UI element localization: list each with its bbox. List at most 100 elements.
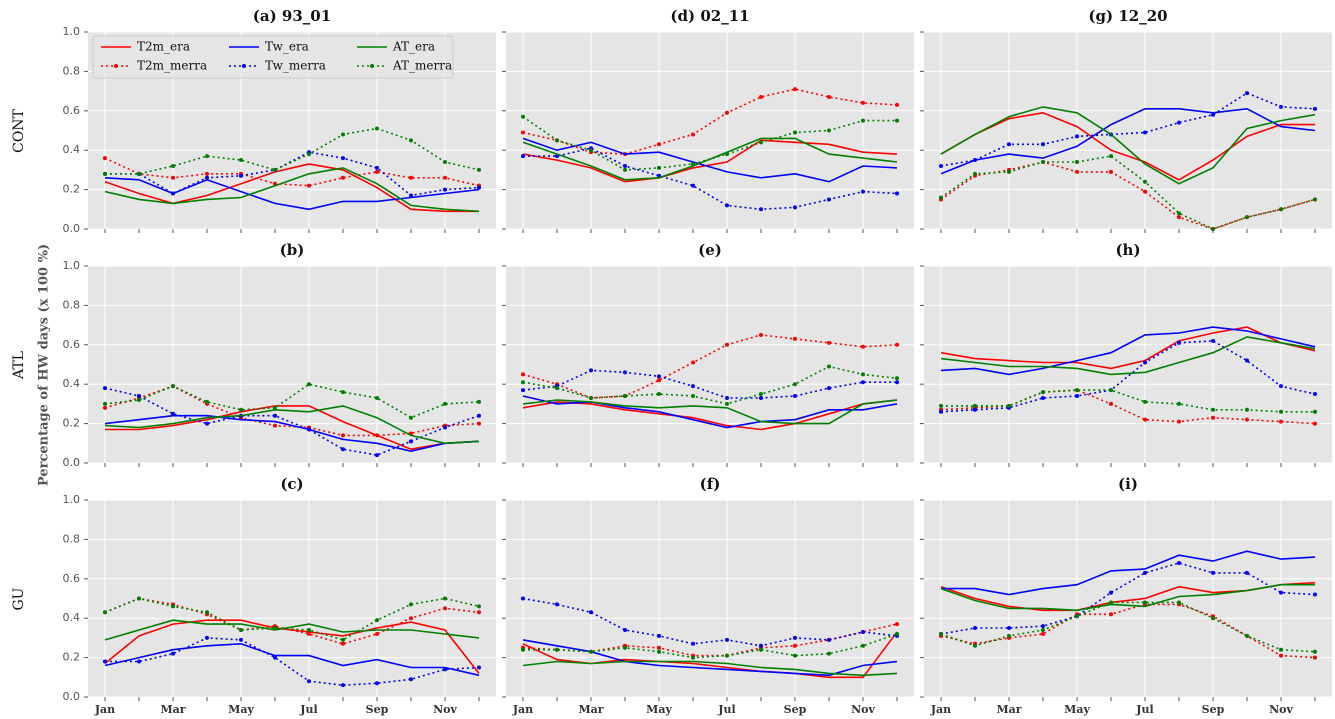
x-tick-label: Nov: [433, 703, 457, 716]
point: [759, 140, 763, 145]
point: [827, 364, 831, 369]
chart-title: (i): [1118, 475, 1138, 493]
y-tick-label: 0.0: [63, 690, 81, 703]
point: [861, 100, 865, 105]
point: [477, 413, 481, 418]
y-tick-label: 0.8: [63, 532, 81, 545]
row-label: CONT: [11, 108, 27, 152]
point: [1313, 409, 1317, 414]
point: [939, 403, 943, 408]
point: [307, 679, 311, 684]
series-line: [940, 336, 1316, 376]
point: [827, 340, 831, 345]
series-line: [522, 597, 898, 647]
point: [409, 616, 413, 621]
point: [409, 415, 413, 420]
y-tick-label: 0.6: [63, 338, 81, 351]
point: [521, 596, 525, 601]
point: [1279, 409, 1283, 414]
legend-marker: [242, 64, 246, 68]
point: [623, 370, 627, 375]
point: [477, 610, 481, 615]
point: [759, 392, 763, 397]
point: [793, 205, 797, 210]
point: [171, 191, 175, 196]
point: [861, 643, 865, 648]
point: [657, 633, 661, 638]
series-line: [522, 137, 898, 181]
point: [137, 659, 141, 664]
series-line: [940, 161, 1316, 230]
series-line: [941, 550, 1316, 596]
chart-title: (f): [700, 475, 721, 493]
point: [521, 388, 525, 393]
point: [1279, 207, 1283, 212]
point: [205, 175, 209, 180]
point: [341, 683, 345, 688]
series-line: [104, 385, 480, 437]
plot-background: [88, 500, 496, 697]
series-line: [104, 619, 480, 641]
point: [1109, 612, 1113, 617]
point: [239, 173, 243, 178]
point: [623, 163, 627, 168]
plot-background: [88, 266, 496, 463]
series-line: [940, 340, 1316, 413]
point: [171, 604, 175, 609]
point: [1143, 570, 1147, 575]
point: [1245, 417, 1249, 422]
point: [973, 403, 977, 408]
point: [521, 154, 525, 159]
point: [443, 667, 447, 672]
point: [1143, 600, 1147, 605]
point: [205, 421, 209, 426]
point: [939, 631, 943, 636]
point: [657, 165, 661, 170]
point: [793, 130, 797, 135]
point: [895, 376, 899, 381]
point: [1177, 401, 1181, 406]
point: [273, 655, 277, 660]
series-line: [940, 155, 1316, 230]
series-line: [940, 111, 1315, 181]
series-line: [940, 326, 1316, 376]
point: [273, 423, 277, 428]
point: [409, 439, 413, 444]
point: [205, 635, 209, 640]
point: [725, 110, 729, 115]
point: [409, 138, 413, 143]
y-tick-label: 0.4: [63, 143, 81, 156]
point: [375, 169, 379, 174]
y-tick-label: 1.0: [63, 25, 81, 38]
point: [1143, 179, 1147, 184]
point: [409, 193, 413, 198]
point: [1007, 633, 1011, 638]
point: [171, 163, 175, 168]
chart-title: (b): [280, 241, 305, 259]
point: [725, 395, 729, 400]
point: [1177, 215, 1181, 220]
point: [589, 610, 593, 615]
point: [239, 158, 243, 163]
point: [375, 681, 379, 686]
point: [1211, 227, 1215, 231]
point: [103, 156, 107, 161]
x-tick-label: Jul: [299, 703, 317, 716]
series-line: [104, 157, 480, 187]
point: [1279, 104, 1283, 109]
point: [341, 447, 345, 452]
point: [1007, 626, 1011, 631]
series-line: [940, 92, 1316, 167]
point: [725, 152, 729, 157]
plot-background: [506, 32, 914, 229]
point: [1245, 215, 1249, 220]
point: [657, 142, 661, 147]
point: [861, 380, 865, 385]
point: [477, 399, 481, 404]
point: [973, 171, 977, 176]
series-line: [104, 414, 480, 453]
point: [1109, 590, 1113, 595]
point: [1041, 390, 1045, 395]
legend-label: T2m_era: [137, 40, 190, 54]
y-tick-label: 0.6: [63, 572, 81, 585]
